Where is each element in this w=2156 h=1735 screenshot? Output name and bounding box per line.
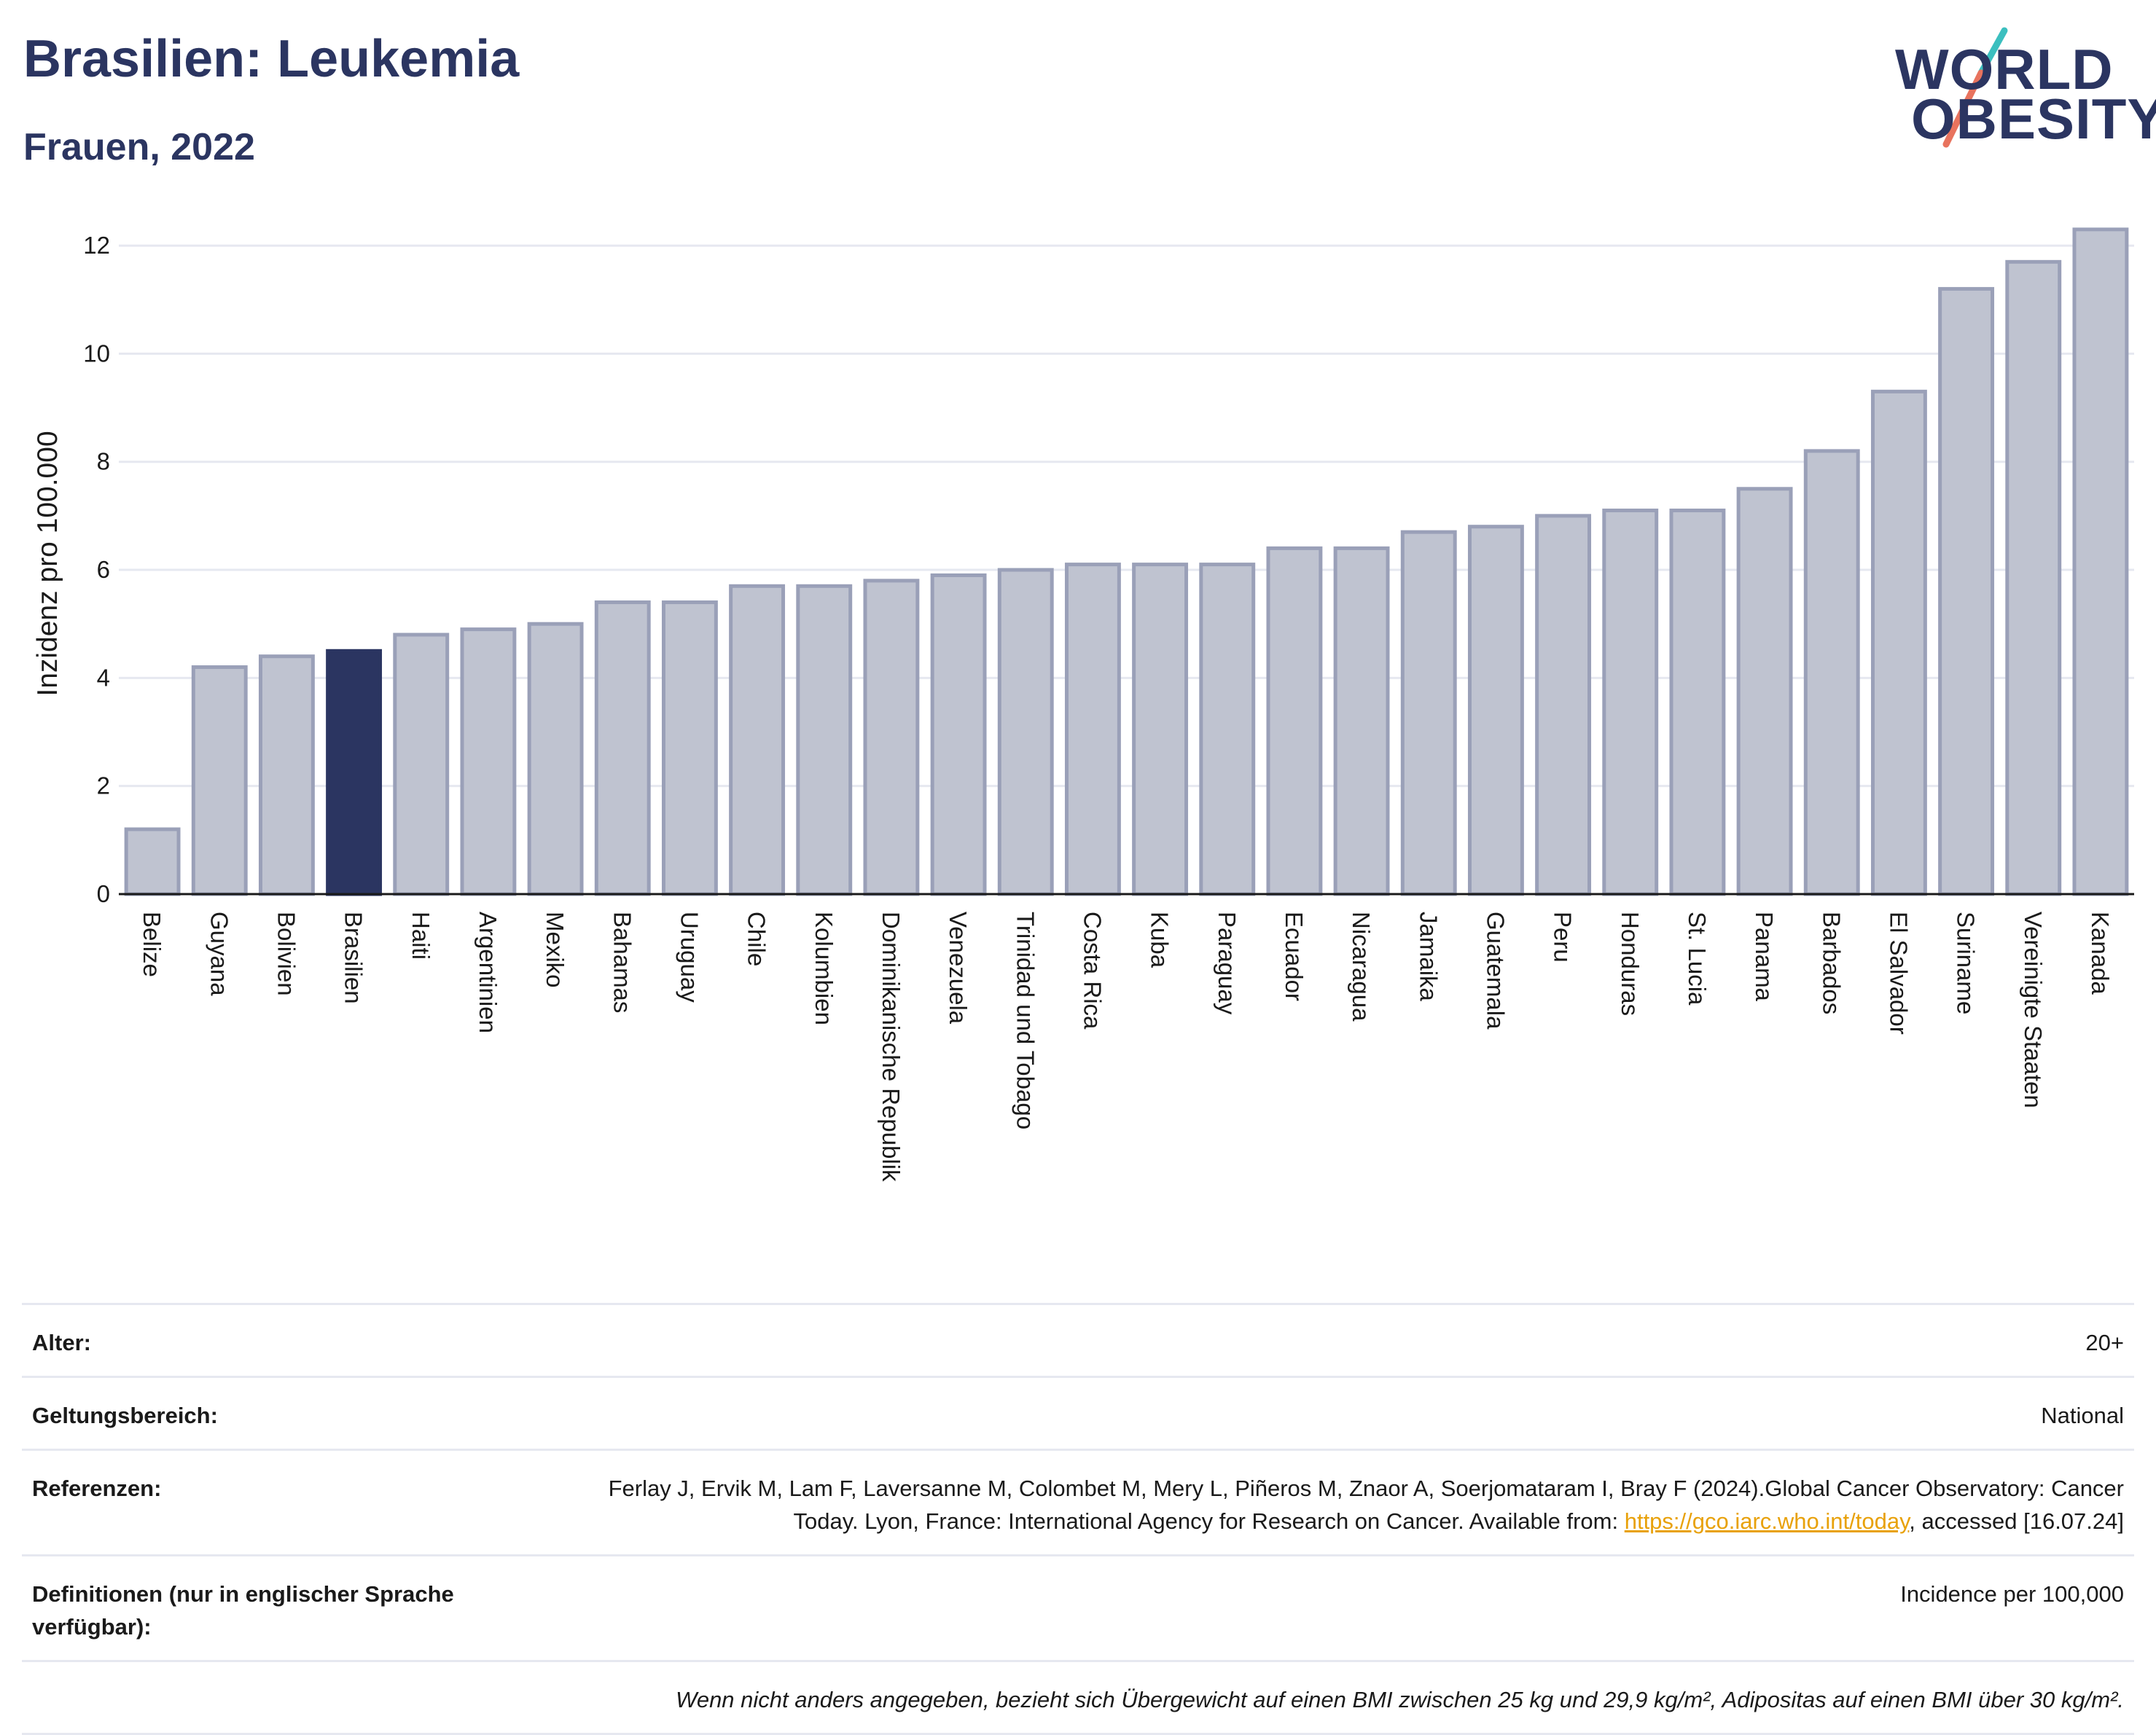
bar	[1333, 546, 1390, 896]
meta-row-references: Referenzen: Ferlay J, Ervik M, Lam F, La…	[22, 1448, 2134, 1554]
references-link[interactable]: https://gco.iarc.who.int/today	[1624, 1508, 1910, 1534]
x-tick-label: Panama	[1751, 912, 1778, 1002]
bar	[1132, 563, 1189, 896]
x-tick-label: Brasilien	[340, 912, 367, 1004]
bar	[2072, 227, 2129, 896]
meta-row-scope: Geltungsbereich: National	[22, 1375, 2134, 1449]
y-tick-label: 2	[97, 772, 110, 799]
page-title: Brasilien: Leukemia	[23, 30, 520, 88]
references-suffix: , accessed [16.07.24]	[1909, 1508, 2124, 1534]
meta-row-age: Alter: 20+	[22, 1303, 2134, 1376]
bar	[1803, 449, 1860, 896]
x-tick-label: Paraguay	[1214, 912, 1241, 1015]
definitions-label: Definitionen (nur in englischer Sprache …	[32, 1581, 454, 1640]
x-tick-label: Nicaragua	[1348, 912, 1375, 1022]
bar	[191, 665, 248, 896]
x-tick-label: Mexiko	[542, 912, 569, 988]
bar	[393, 632, 450, 896]
scope-value: National	[2041, 1402, 2124, 1428]
x-tick-label: Vereinigte Staaten	[2020, 912, 2047, 1108]
x-tick-label: El Salvador	[1885, 912, 1912, 1035]
y-tick-label: 8	[97, 448, 110, 475]
x-tick-label: Uruguay	[676, 912, 703, 1003]
metadata-table: Alter: 20+ Geltungsbereich: National Ref…	[22, 1303, 2134, 1735]
x-tick-label: Argentinien	[474, 912, 501, 1033]
bar	[1467, 525, 1524, 896]
bar	[2005, 259, 2062, 896]
x-tick-label: Chile	[743, 912, 770, 966]
bar	[1535, 514, 1592, 896]
x-tick-label: Guyana	[206, 912, 233, 996]
x-tick-label: Kolumbien	[811, 912, 837, 1025]
y-tick-label: 6	[97, 556, 110, 583]
bar	[326, 649, 383, 896]
x-tick-label: Suriname	[1953, 912, 1980, 1014]
bar	[1736, 487, 1793, 896]
x-tick-label: Peru	[1550, 912, 1577, 963]
x-tick-label: Bahamas	[609, 912, 636, 1013]
x-tick-label: Honduras	[1617, 912, 1644, 1016]
age-value: 20+	[2085, 1330, 2124, 1355]
y-tick-label: 4	[97, 664, 110, 691]
bar	[1669, 508, 1726, 896]
x-tick-label: Kanada	[2087, 912, 2114, 995]
bar	[258, 654, 315, 896]
x-tick-label: Trinidad und Tobago	[1012, 912, 1039, 1129]
y-axis-title: Inzidenz pro 100.000	[32, 431, 63, 696]
bar	[124, 827, 181, 896]
world-obesity-logo: WORLD OBESITY	[1895, 22, 2156, 153]
meta-divider	[22, 1732, 2134, 1735]
meta-row-note: Wenn nicht anders angegeben, bezieht sic…	[22, 1659, 2134, 1733]
bar	[1938, 286, 1995, 896]
x-tick-label: Haiti	[407, 912, 434, 960]
references-label: Referenzen:	[32, 1475, 162, 1501]
x-tick-label: Jamaika	[1415, 912, 1442, 1002]
meta-row-definitions: Definitionen (nur in englischer Sprache …	[22, 1554, 2134, 1660]
page-subtitle: Frauen, 2022	[23, 126, 255, 168]
logo-line-1: WORLD	[1895, 37, 2114, 101]
bar	[1266, 546, 1323, 896]
x-tick-label: Bolivien	[273, 912, 300, 996]
bar	[460, 627, 517, 896]
x-tick-label: Dominikanische Republik	[878, 912, 905, 1182]
x-tick-label: Belize	[138, 912, 165, 977]
bar-chart: 0 2 4 6 8 10 12 Belize Guyana Bolivien Brasilien Ha…	[32, 227, 2134, 1182]
references-value: Ferlay J, Ervik M, Lam F, Laversanne M, …	[593, 1473, 2124, 1538]
bar	[930, 573, 987, 896]
bar	[1400, 530, 1457, 896]
bar	[594, 600, 651, 896]
bar	[1199, 563, 1256, 896]
x-tick-label: Costa Rica	[1079, 912, 1106, 1030]
x-tick-label: Ecuador	[1281, 912, 1308, 1001]
bar	[997, 568, 1054, 896]
x-tick-label: Kuba	[1147, 912, 1173, 968]
x-tick-label: St. Lucia	[1684, 912, 1711, 1006]
definitions-value: Incidence per 100,000	[1900, 1581, 2124, 1607]
bar	[1064, 563, 1121, 896]
age-label: Alter:	[32, 1330, 91, 1355]
y-tick-label: 10	[83, 340, 110, 367]
logo-slash-icon	[1942, 27, 2008, 148]
logo-line-2: OBESITY	[1911, 87, 2156, 151]
x-tick-label: Guatemala	[1482, 912, 1509, 1030]
bar	[1870, 389, 1927, 896]
y-tick-label: 0	[97, 880, 110, 907]
x-tick-label: Venezuela	[945, 912, 972, 1025]
x-tick-label: Barbados	[1818, 912, 1845, 1014]
bar	[796, 584, 853, 896]
y-tick-label: 12	[83, 232, 110, 259]
bar	[863, 579, 920, 896]
bar	[527, 622, 584, 896]
scope-label: Geltungsbereich:	[32, 1402, 218, 1428]
references-text: Ferlay J, Ervik M, Lam F, Laversanne M, …	[608, 1475, 2124, 1534]
bar	[729, 584, 786, 896]
footnote: Wenn nicht anders angegeben, bezieht sic…	[676, 1686, 2124, 1712]
bar	[661, 600, 718, 896]
bar	[1602, 508, 1659, 896]
